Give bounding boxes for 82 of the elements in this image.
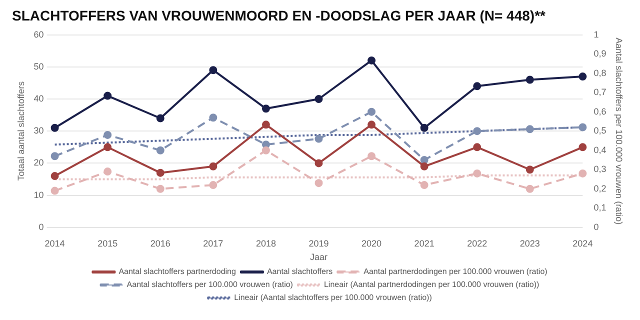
point	[50, 172, 59, 180]
x-tick-label: 2022	[467, 238, 488, 248]
y2-tick-label: 0	[594, 222, 599, 232]
point	[156, 146, 164, 154]
y-tick-label: 10	[34, 190, 44, 200]
point	[368, 120, 376, 129]
y2-tick-label: 0,7	[594, 87, 606, 98]
y2-tick-label: 0,4	[594, 144, 606, 155]
point	[104, 168, 112, 176]
point	[262, 146, 270, 154]
x-tick-label: 2015	[98, 238, 118, 248]
point	[578, 143, 587, 152]
x-tick-label: 2024	[572, 238, 593, 248]
point	[262, 120, 270, 129]
legend-label: Lineair (Aantal partnerdodingen per 100.000 vrouwen (ratio))	[324, 280, 540, 290]
x-tick-label: 2014	[44, 238, 65, 248]
point	[368, 152, 376, 160]
point	[420, 181, 428, 190]
point	[420, 162, 428, 170]
point	[209, 66, 218, 74]
point	[473, 143, 482, 152]
point	[526, 125, 534, 134]
point	[314, 95, 323, 103]
point	[578, 72, 587, 81]
point	[50, 152, 59, 160]
point	[314, 159, 323, 168]
y2-tick-label: 0,6	[594, 106, 606, 116]
y2-axis-title: Aantal slachtoffers per 100.000 vrouwen (ratio)	[614, 38, 624, 225]
legend-label: Aantal slachtoffers	[266, 267, 333, 276]
point	[50, 186, 59, 195]
point	[578, 123, 587, 132]
point	[104, 92, 112, 100]
y-tick-label: 60	[34, 29, 44, 40]
y2-tick-label: 1	[594, 29, 599, 40]
y2-tick-label: 0,9	[594, 48, 606, 59]
point	[368, 56, 376, 64]
y-tick-label: 20	[34, 158, 44, 168]
point	[156, 184, 164, 193]
point	[104, 143, 112, 152]
legend-label: Aantal slachtoffers partnerdoding	[118, 267, 236, 276]
y2-tick-label: 0,1	[594, 202, 606, 213]
y-axis-title: Totaal aantal slachtoffers	[16, 80, 26, 181]
point	[526, 184, 534, 193]
legend-label: Aantal partnerdodingen per 100.000 vrouwen (ratio)	[364, 267, 548, 276]
x-tick-label: 2020	[362, 238, 382, 248]
point	[473, 82, 482, 90]
point	[526, 166, 534, 174]
y2-tick-label: 0,2	[594, 183, 606, 194]
point	[209, 181, 218, 190]
y-tick-label: 0	[38, 222, 44, 232]
point	[156, 114, 164, 122]
y-tick-label: 30	[34, 126, 44, 136]
y2-tick-label: 0,3	[594, 164, 606, 174]
point	[314, 179, 323, 188]
point	[209, 114, 218, 122]
y2-tick-label: 0,5	[594, 126, 606, 136]
x-tick-label: 2019	[308, 238, 329, 248]
point	[578, 169, 587, 178]
chart-title: SLACHTOFFERS VAN VROUWENMOORD EN -DOODSLAG PER JAAR (N= 448)**	[12, 7, 546, 24]
point	[156, 168, 164, 177]
x-tick-label: 2017	[203, 238, 224, 248]
point	[314, 134, 323, 143]
y-tick-label: 40	[34, 93, 44, 104]
point	[262, 104, 270, 113]
legend-label: Lineair (Aantal slachtoffers per 100.000 vrouwen (ratio))	[234, 293, 432, 302]
point	[473, 169, 482, 178]
point	[420, 124, 428, 132]
x-axis-title: Jaar	[310, 252, 328, 262]
point	[420, 156, 428, 164]
x-tick-label: 2016	[150, 238, 170, 248]
y2-tick-label: 0,8	[594, 68, 606, 78]
y-tick-label: 50	[34, 61, 44, 72]
legend-label: Aantal slachtoffers per 100.000 vrouwen (ratio)	[126, 280, 294, 290]
x-tick-label: 2021	[414, 238, 434, 248]
point	[473, 127, 482, 136]
point	[368, 108, 376, 116]
point	[104, 130, 112, 139]
point	[526, 76, 534, 84]
x-tick-label: 2018	[256, 238, 276, 248]
point	[209, 162, 218, 170]
point	[50, 124, 59, 132]
x-tick-label: 2023	[520, 238, 540, 248]
